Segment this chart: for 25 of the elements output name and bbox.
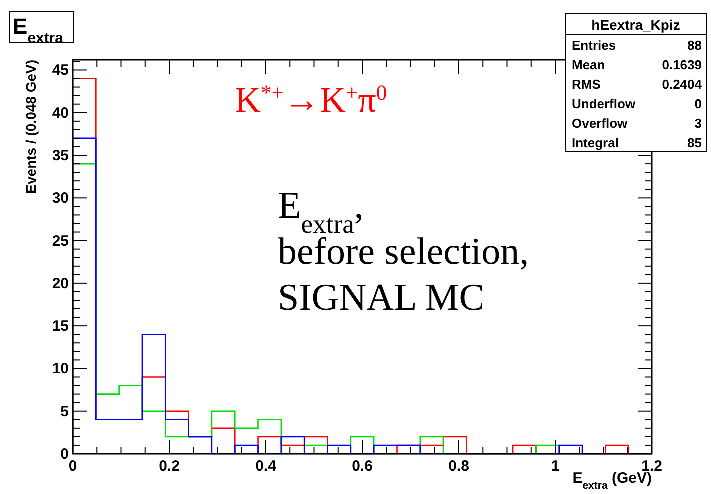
y-tick-label: 15 [52,318,69,336]
x-tick-label: 0.4 [256,458,278,475]
text: Entries 88 [572,38,702,53]
text: Mean 0.1639 [572,58,702,72]
y-tick-label: 35 [52,148,69,165]
y-tick-label: 10 [52,360,69,378]
x-tick-label: 0.6 [352,458,373,475]
y-tick-label: 20 [52,275,69,292]
x-tick-label: 0.2 [159,458,180,475]
text: Overflow 3 [572,116,702,131]
y-axis-title: Events / (0.048 GeV) [23,60,39,194]
y-tick-label: 5 [60,403,69,420]
text: Integral 85 [572,136,702,150]
y-tick-label: 30 [52,190,69,208]
x-tick-label: 1 [551,458,560,475]
annotation: K$^{*+}$→K$^{+}$π$^{0}$ [235,80,388,120]
x-tick-label: 0.8 [448,458,470,475]
text: Underflow 0 [572,96,702,112]
text: RMS 0.2404 [572,77,702,92]
annotation: SIGNAL MC [278,277,485,319]
y-tick-label: 45 [52,62,69,80]
y-tick-label: 40 [52,104,69,122]
y-tick-label: 0 [60,446,69,463]
y-tick-label: 25 [52,232,69,250]
text: hEextra_Kpiz [592,17,680,33]
